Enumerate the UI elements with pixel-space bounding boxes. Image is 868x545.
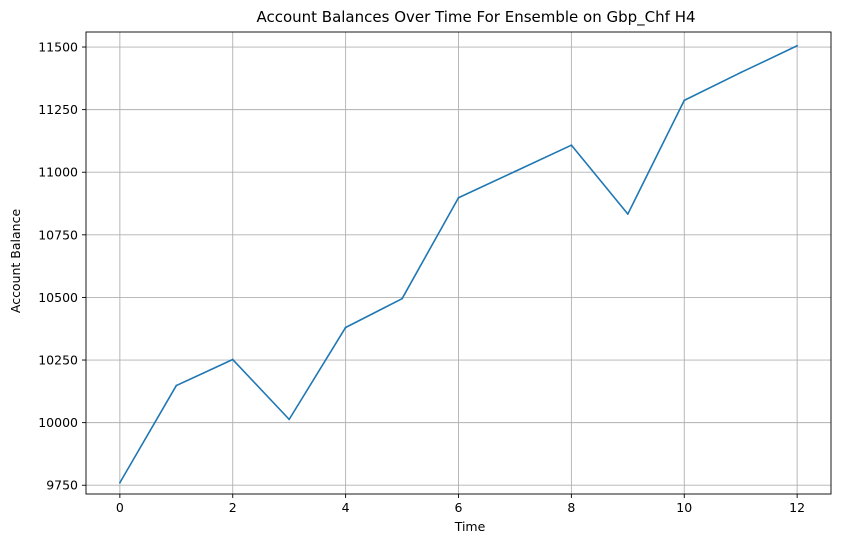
data-point — [457, 196, 460, 199]
series-layer — [118, 44, 799, 484]
x-tick-label: 10 — [676, 500, 692, 515]
y-tick-label: 10000 — [38, 415, 78, 430]
x-tick-label: 12 — [789, 500, 805, 515]
data-point — [739, 71, 742, 74]
x-tick-label: 8 — [567, 500, 575, 515]
data-point — [288, 418, 291, 421]
x-tick-label: 4 — [342, 500, 350, 515]
data-point — [344, 326, 347, 329]
y-tick-label: 11250 — [38, 102, 78, 117]
chart-title: Account Balances Over Time For Ensemble … — [256, 8, 695, 27]
x-tick-label: 2 — [229, 500, 237, 515]
x-tick-label: 6 — [455, 500, 463, 515]
y-tick-label: 11000 — [38, 165, 78, 180]
y-tick-label: 9750 — [46, 478, 78, 493]
data-point — [401, 297, 403, 300]
data-point — [570, 144, 573, 147]
x-axis-label: Time — [454, 519, 486, 534]
grid — [86, 32, 831, 494]
y-tick-label: 11500 — [38, 40, 78, 55]
data-point — [796, 44, 799, 47]
x-tick-label: 0 — [116, 500, 124, 515]
y-tick-label: 10250 — [38, 353, 78, 368]
data-point — [514, 170, 516, 173]
axes-ticks: 0 2 4 6 8 10 12 9750 10000 10250 10500 10750 11000 11… — [38, 40, 805, 515]
y-tick-label: 10750 — [38, 227, 78, 242]
y-tick-label: 10500 — [38, 290, 78, 305]
data-point — [626, 213, 629, 215]
y-axis-label: Account Balance — [8, 209, 23, 314]
data-point — [175, 384, 178, 387]
data-point — [231, 358, 234, 361]
data-point — [118, 481, 121, 484]
data-point — [683, 99, 686, 102]
